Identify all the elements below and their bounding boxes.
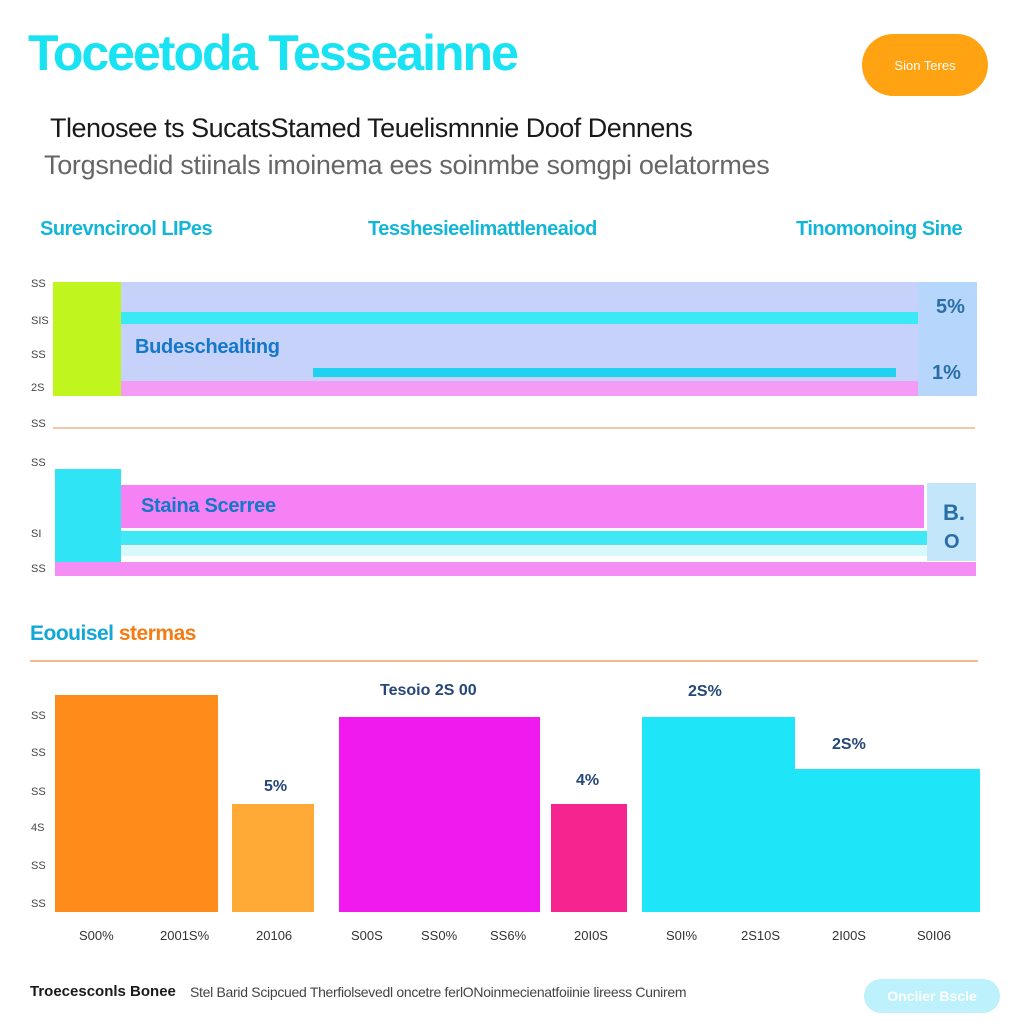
band1-y-tick: SS — [31, 349, 46, 361]
band2-label: Staina Scerree — [141, 495, 276, 517]
band1-background — [53, 282, 977, 396]
header-pill-button[interactable]: Sion Teres — [862, 34, 988, 96]
band1-y-tick: SS — [31, 278, 46, 290]
band1-y-tick: 2S — [31, 382, 45, 394]
band2-value: O — [944, 531, 960, 553]
column-label-right: Tinomonoing Sine — [796, 218, 963, 240]
chart-y-tick: SS — [31, 710, 46, 722]
column-label-center: Tesshesieelimattleneaiod — [368, 218, 597, 240]
chart-y-tick: SS — [31, 747, 46, 759]
bar-data-label: 4% — [576, 772, 600, 789]
band2-pink-stripe — [55, 562, 976, 576]
band2-value-box — [927, 483, 976, 561]
chart-bar — [232, 803, 314, 912]
band1-value: 5% — [936, 296, 965, 318]
footer-label: Troecesconls Bonee — [30, 983, 176, 1000]
chart-y-tick: 4S — [31, 822, 45, 834]
band2-cyan-stripe — [121, 531, 927, 545]
band2-y-tick: SI — [31, 528, 42, 540]
column-label-left: Surevncirool LIPes — [40, 218, 213, 240]
section-title: Eoouisel stermas — [30, 622, 196, 646]
chart-y-tick: SS — [31, 860, 46, 872]
band2-value: B. — [943, 500, 965, 525]
chart-x-tick: 2001S% — [160, 928, 210, 943]
band1-green-block — [53, 282, 121, 396]
bar-data-label: Tesoio 2S 00 — [380, 682, 477, 699]
chart-x-tick: 20106 — [256, 928, 293, 943]
chart-x-tick: SS6% — [490, 928, 527, 943]
chart-description: Torgsnedid stiinals imoinema ees soinmbe… — [44, 150, 770, 180]
band2-cyan-block — [55, 469, 121, 566]
band1-y-tick: SIS — [31, 315, 49, 327]
chart-bar — [551, 803, 627, 912]
separator-tick: SS — [31, 418, 46, 430]
chart-x-tick: 20I0S — [574, 928, 608, 943]
band1-pink-stripe — [121, 381, 918, 396]
chart-x-tick: S00% — [79, 928, 114, 943]
bar-data-label: 5% — [264, 778, 288, 795]
section-divider — [30, 660, 978, 662]
band1-label: Budeschealting — [135, 336, 280, 358]
chart-y-tick: SS — [31, 898, 46, 910]
section-title-part: stermas — [118, 622, 197, 645]
footer-button[interactable]: Onclier Bscle — [864, 979, 1000, 1013]
chart-x-tick: S0I% — [666, 928, 698, 943]
section-title-part: Eoouisel — [30, 622, 114, 645]
band2-y-tick: SS — [31, 457, 46, 469]
chart-x-tick: SS0% — [421, 928, 458, 943]
band1-value: 1% — [932, 362, 961, 384]
footer-note: Stel Barid Scipcued Therfiolsevedl oncet… — [190, 984, 687, 1000]
chart-bar — [339, 716, 540, 912]
band2-y-tick: SS — [31, 563, 46, 575]
band2-light-stripe — [121, 546, 927, 556]
page-title: Toceetoda Tesseainne — [28, 25, 519, 81]
band1-cyan-stripe — [121, 312, 920, 324]
chart-bar — [795, 768, 980, 912]
chart-x-tick: 2I00S — [832, 928, 866, 943]
bar-data-label: 2S% — [688, 683, 722, 700]
chart-x-tick: S00S — [351, 928, 383, 943]
separator-line — [53, 427, 975, 429]
chart-y-tick: SS — [31, 786, 46, 798]
chart-subtitle: Tlenosee ts SucatsStamed Teuelismnnie Do… — [50, 113, 693, 143]
chart-x-tick: 2S10S — [741, 928, 781, 943]
band2-pink-bar — [121, 485, 924, 528]
band1-value-box — [918, 282, 977, 396]
band1-cyan-bar — [313, 368, 896, 377]
bar-data-label: 2S% — [832, 736, 866, 753]
chart-bar — [55, 695, 218, 912]
chart-x-tick: S0I06 — [917, 928, 951, 943]
chart-bar — [642, 716, 795, 912]
